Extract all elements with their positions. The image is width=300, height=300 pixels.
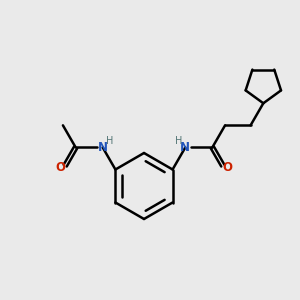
Text: N: N [180, 141, 190, 154]
Text: H: H [106, 136, 113, 146]
Text: N: N [98, 141, 108, 154]
Text: O: O [222, 160, 232, 174]
Text: O: O [56, 160, 66, 174]
Text: H: H [175, 136, 182, 146]
